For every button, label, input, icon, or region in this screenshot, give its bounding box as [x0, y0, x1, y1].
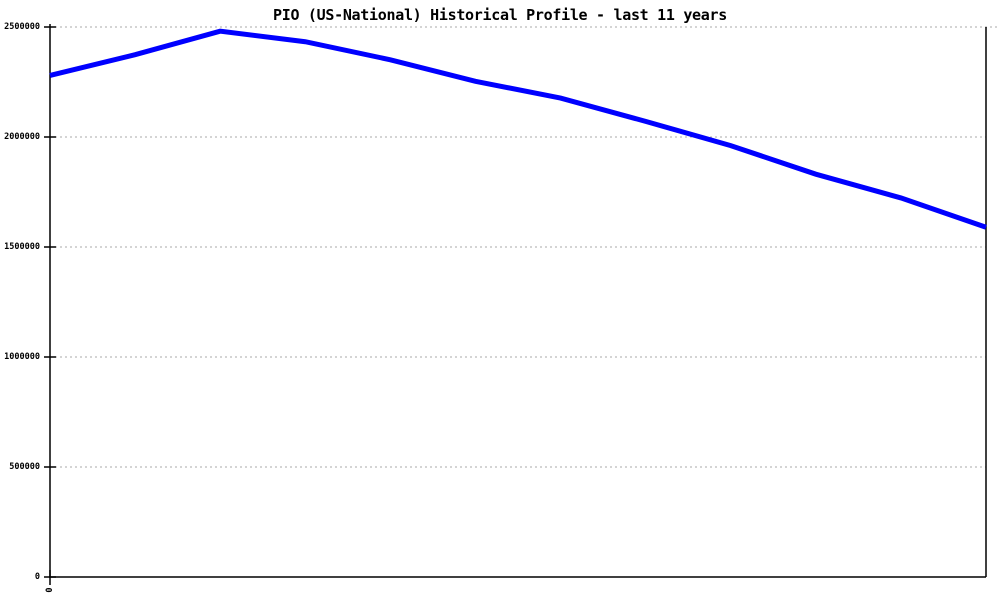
y-axis-label-500000: 500000 [9, 462, 40, 472]
y-axis-label-0: 0 [34, 572, 40, 582]
y-axis-label-2500000: 2500000 [4, 22, 40, 32]
x-axis-tick-label: 0 [42, 587, 53, 593]
chart-title: PIO (US-National) Historical Profile - l… [272, 6, 727, 24]
y-axis-label-1500000: 1500000 [4, 242, 40, 252]
y-axis-label-2000000: 2000000 [4, 132, 40, 142]
data-series-line [49, 28, 987, 230]
y-axis-label-1000000: 1000000 [4, 352, 40, 362]
